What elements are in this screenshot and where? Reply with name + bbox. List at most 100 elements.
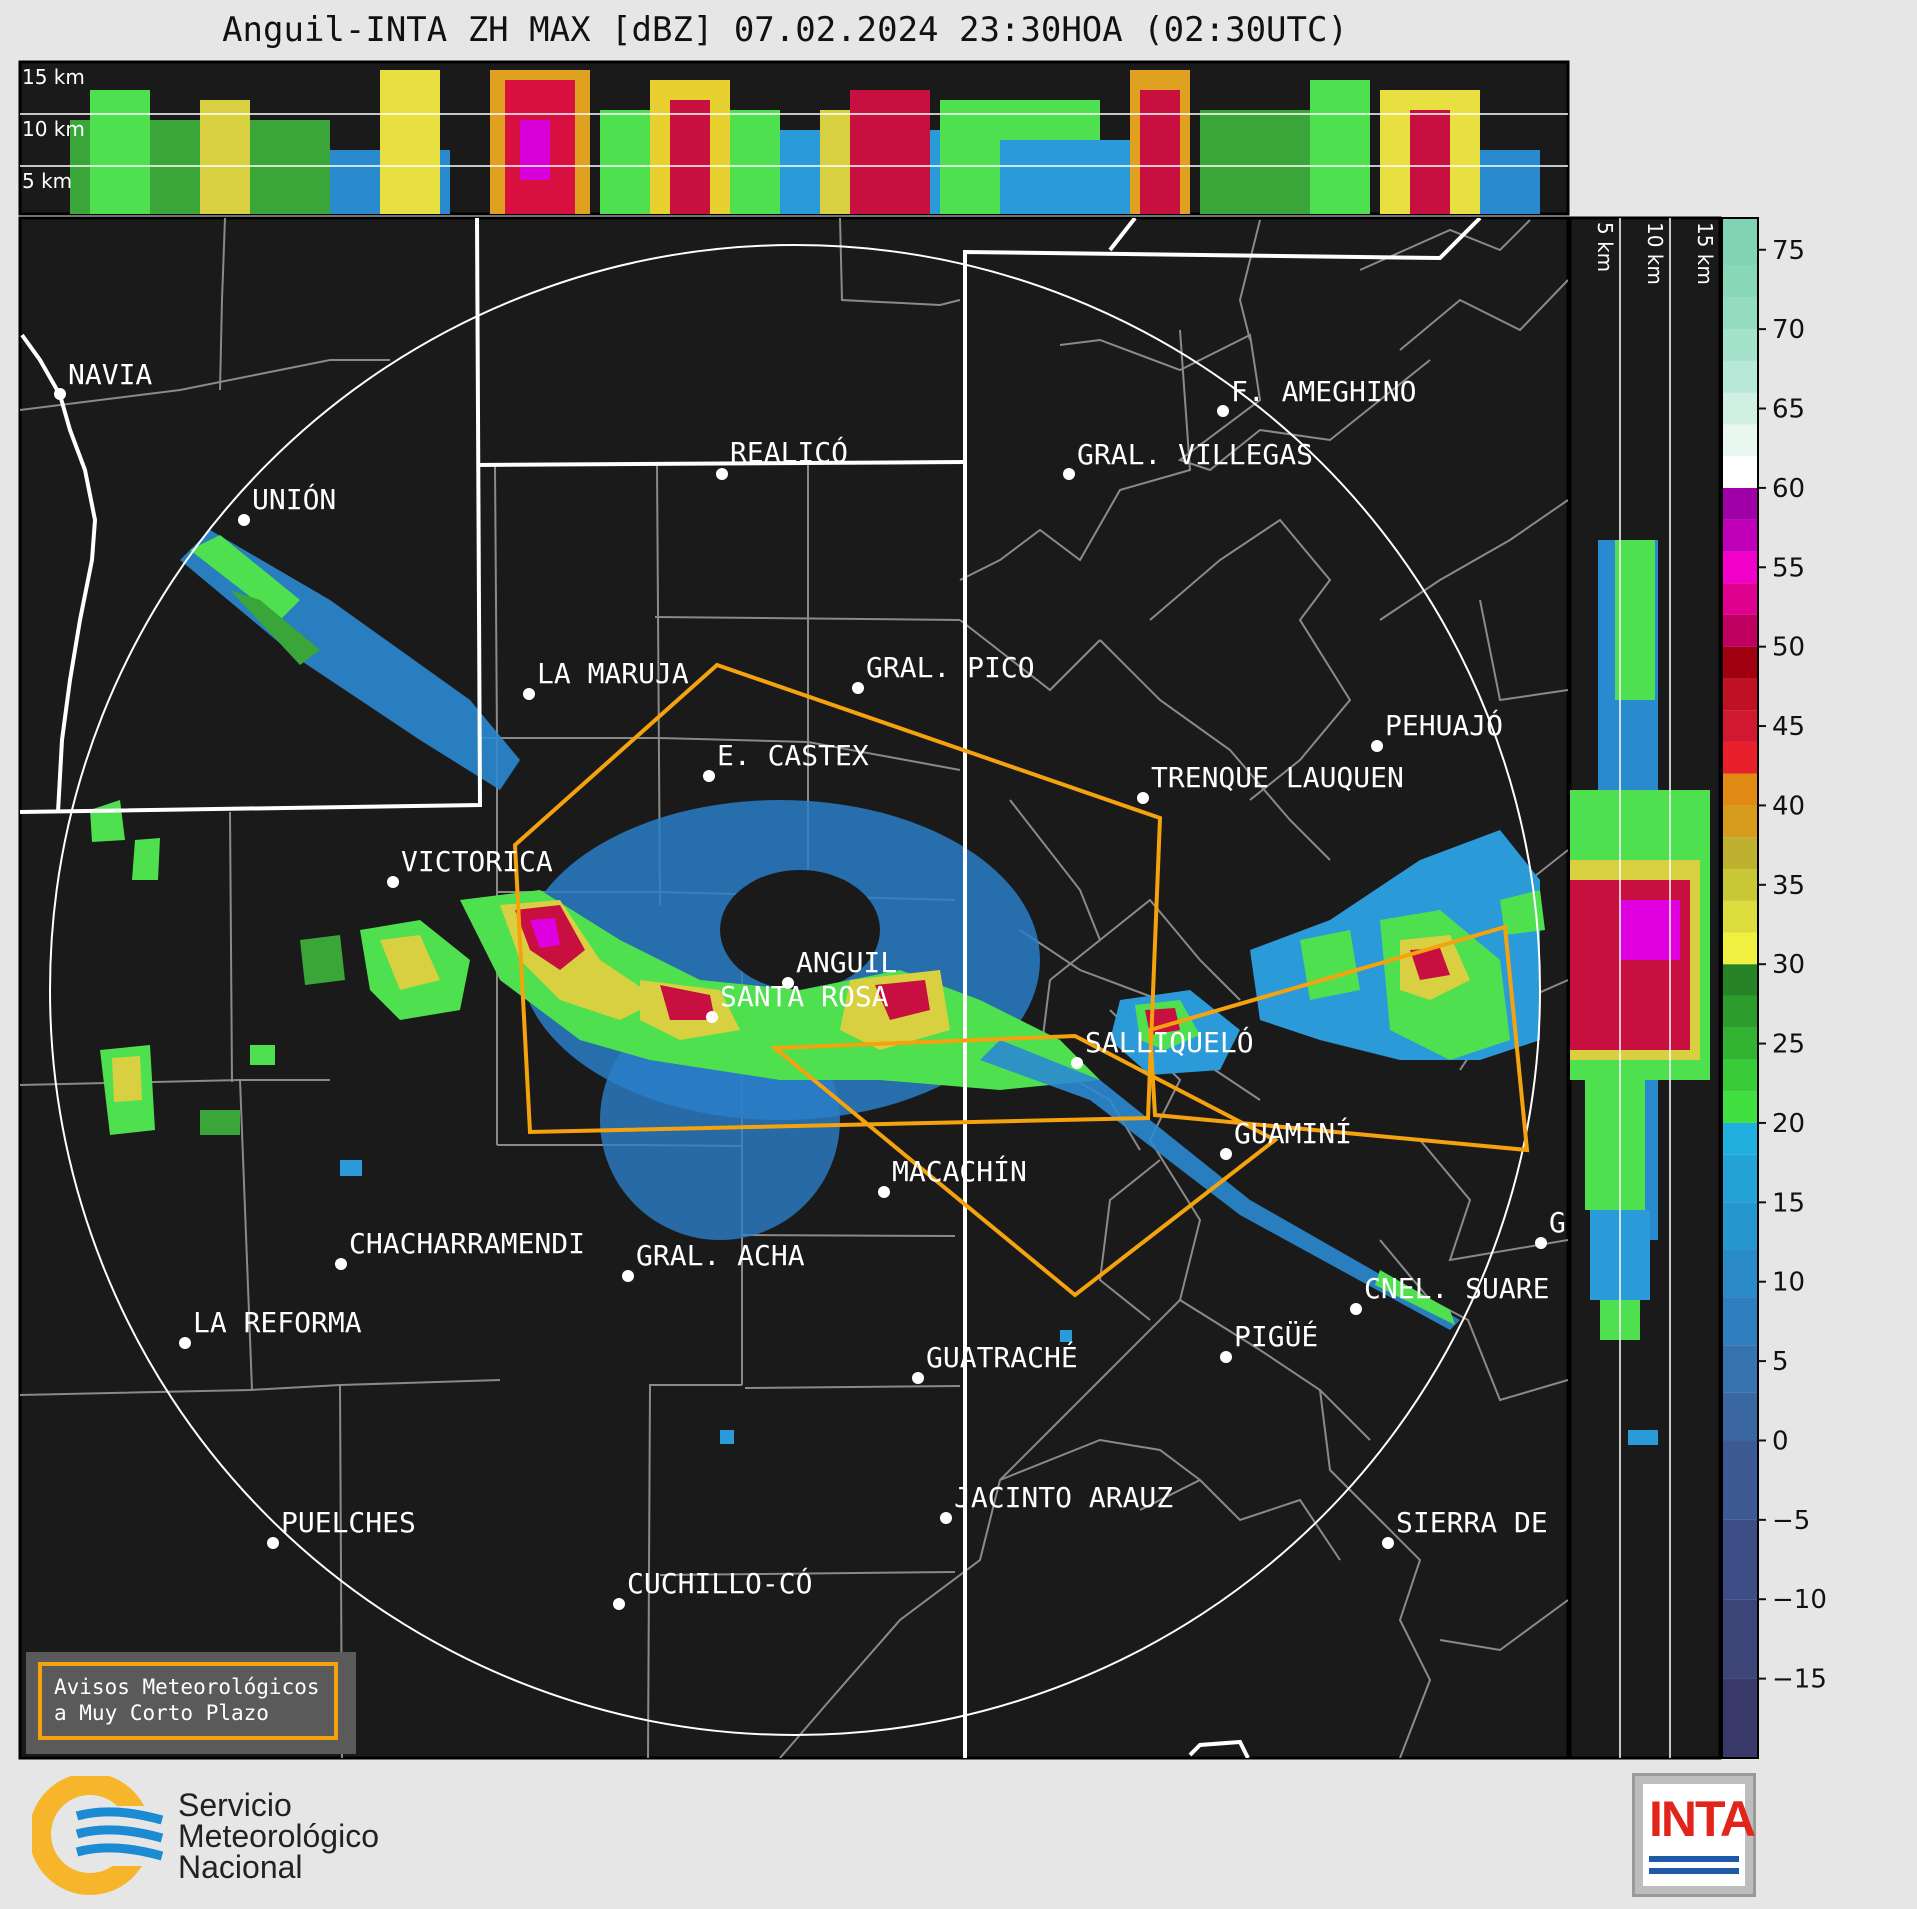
svg-text:SANTA ROSA: SANTA ROSA [720,980,889,1013]
svg-text:SALLIQUELÓ: SALLIQUELÓ [1085,1025,1254,1059]
page-title: Anguil-INTA ZH MAX [dBZ] 07.02.2024 23:3… [222,10,1348,50]
colorbar-segment [1722,964,1758,996]
city-puelches: PUELCHES [267,1506,416,1549]
svg-text:G: G [1549,1206,1566,1239]
svg-text:MACACHÍN: MACACHÍN [892,1154,1027,1188]
svg-text:GRAL. VILLEGAS: GRAL. VILLEGAS [1077,438,1313,471]
city-santa-rosa: SANTA ROSA [706,980,889,1023]
colorbar-segment [1722,1519,1758,1600]
smn-line-1: Servicio [178,1787,292,1823]
colorbar-segment [1722,424,1758,457]
city-union: UNIÓN [238,482,336,526]
colorbar-segment [1722,551,1758,584]
city-g: G [1535,1206,1566,1249]
colorbar-segment [1722,710,1758,742]
colorbar-tick-label: 5 [1772,1347,1789,1377]
svg-text:PEHUAJÓ: PEHUAJÓ [1385,708,1503,742]
colorbar-tick-label: 70 [1772,315,1805,345]
colorbar-segment [1722,1392,1758,1441]
colorbar-segment [1722,329,1758,361]
city-guamini: GUAMINÍ [1220,1116,1352,1160]
svg-text:REALICÓ: REALICÓ [730,435,848,469]
range-ring [49,244,1541,1736]
colorbar-tick-label: 0 [1772,1426,1789,1456]
city-macachin: MACACHÍN [878,1154,1027,1198]
city-victorica: VICTORICA [387,845,553,888]
warning-polygons [512,662,1530,1298]
smn-line-3: Nacional [178,1849,303,1885]
top-km-label-10: 10 km [22,117,85,141]
top-km-label-5: 5 km [22,169,72,193]
city-gral-pico: GRAL. PICO [852,651,1035,694]
svg-text:NAVIA: NAVIA [68,358,152,391]
colorbar-segment [1722,773,1758,806]
colorbar-segment [1722,1440,1758,1520]
colorbar-tick-label: 35 [1772,871,1805,901]
svg-text:PIGÜÉ: PIGÜÉ [1234,1319,1318,1353]
warning-polygon-3 [1147,924,1530,1153]
colorbar-segment [1722,995,1758,1028]
city-gral-villegas: GRAL. VILLEGAS [1063,438,1313,480]
smn-logo-icon [32,1776,164,1895]
colorbar-segments [1722,218,1758,1758]
colorbar-segment [1722,297,1758,330]
city-cnel-suarez: CNEL. SUARE [1350,1272,1549,1315]
colorbar-segment [1722,646,1758,679]
svg-text:CNEL. SUARE: CNEL. SUARE [1364,1272,1549,1305]
colorbar-segment [1722,519,1758,552]
city-e-castex: E. CASTEX [703,739,869,782]
city-guatrache: GUATRACHÉ [912,1340,1078,1384]
right-km-label-15: 15 km [1693,222,1717,285]
colorbar-tick-label: 65 [1772,395,1805,425]
svg-text:LA MARUJA: LA MARUJA [537,657,689,690]
svg-text:CUCHILLO-CÓ: CUCHILLO-CÓ [627,1566,812,1600]
colorbar-tick-label: −15 [1772,1665,1827,1695]
colorbar-segment [1722,1297,1758,1346]
colorbar-segment [1722,1678,1758,1758]
colorbar-tick-label: 50 [1772,633,1805,663]
svg-text:SIERRA DE: SIERRA DE [1396,1506,1548,1539]
colorbar-segment [1722,932,1758,965]
city-la-reforma: LA REFORMA [179,1306,362,1349]
colorbar-segment [1722,1154,1758,1203]
svg-text:JACINTO ARAUZ: JACINTO ARAUZ [954,1481,1173,1514]
colorbar-tick-label: −5 [1772,1506,1810,1536]
province-boundaries [20,218,1482,1758]
colorbar-segment [1722,1027,1758,1060]
city-pehuajo: PEHUAJÓ [1371,708,1503,752]
top-cross-section-panel: 15 km 10 km 5 km [18,60,1570,216]
warning-polygon-1 [512,662,1163,1135]
svg-text:TRENQUE LAUQUEN: TRENQUE LAUQUEN [1151,761,1404,794]
city-salliquelo: SALLIQUELÓ [1071,1025,1254,1069]
smn-line-2: Meteorológico [178,1818,379,1854]
warning-legend: Avisos Meteorológicos a Muy Corto Plazo [38,1662,338,1740]
warning-polygon-2 [769,1033,1279,1298]
city-chacharramendi: CHACHARRAMENDI [335,1227,585,1270]
colorbar-tick-label: 55 [1772,553,1805,583]
city-jacinto-arauz: JACINTO ARAUZ [940,1481,1173,1524]
right-km-label-5: 5 km [1593,222,1617,272]
right-cross-section-panel: 5 km 10 km 15 km [1568,216,1722,1760]
svg-text:VICTORICA: VICTORICA [401,845,553,878]
right-cross-section-echoes [1570,540,1710,1445]
colorbar-tick-label: 75 [1772,236,1805,266]
colorbar-segment [1722,741,1758,774]
city-navia: NAVIA [54,358,152,400]
svg-text:LA REFORMA: LA REFORMA [193,1306,362,1339]
inta-bar-2 [1649,1868,1739,1874]
colorbar-segment [1722,1345,1758,1393]
colorbar-tick-label: 60 [1772,474,1805,504]
colorbar-segment [1722,583,1758,615]
city-f-ameghino: F. AMEGHINO [1217,375,1416,417]
colorbar-segment [1722,805,1758,838]
svg-text:F. AMEGHINO: F. AMEGHINO [1231,375,1416,408]
colorbar-segment [1722,456,1758,488]
city-la-maruja: LA MARUJA [523,657,689,700]
city-pigue: PIGÜÉ [1220,1319,1318,1363]
colorbar-segment [1722,487,1758,520]
city-sierra-de: SIERRA DE [1382,1506,1548,1549]
city-realico: REALICÓ [716,435,848,480]
top-cross-section-echoes [70,70,1540,214]
